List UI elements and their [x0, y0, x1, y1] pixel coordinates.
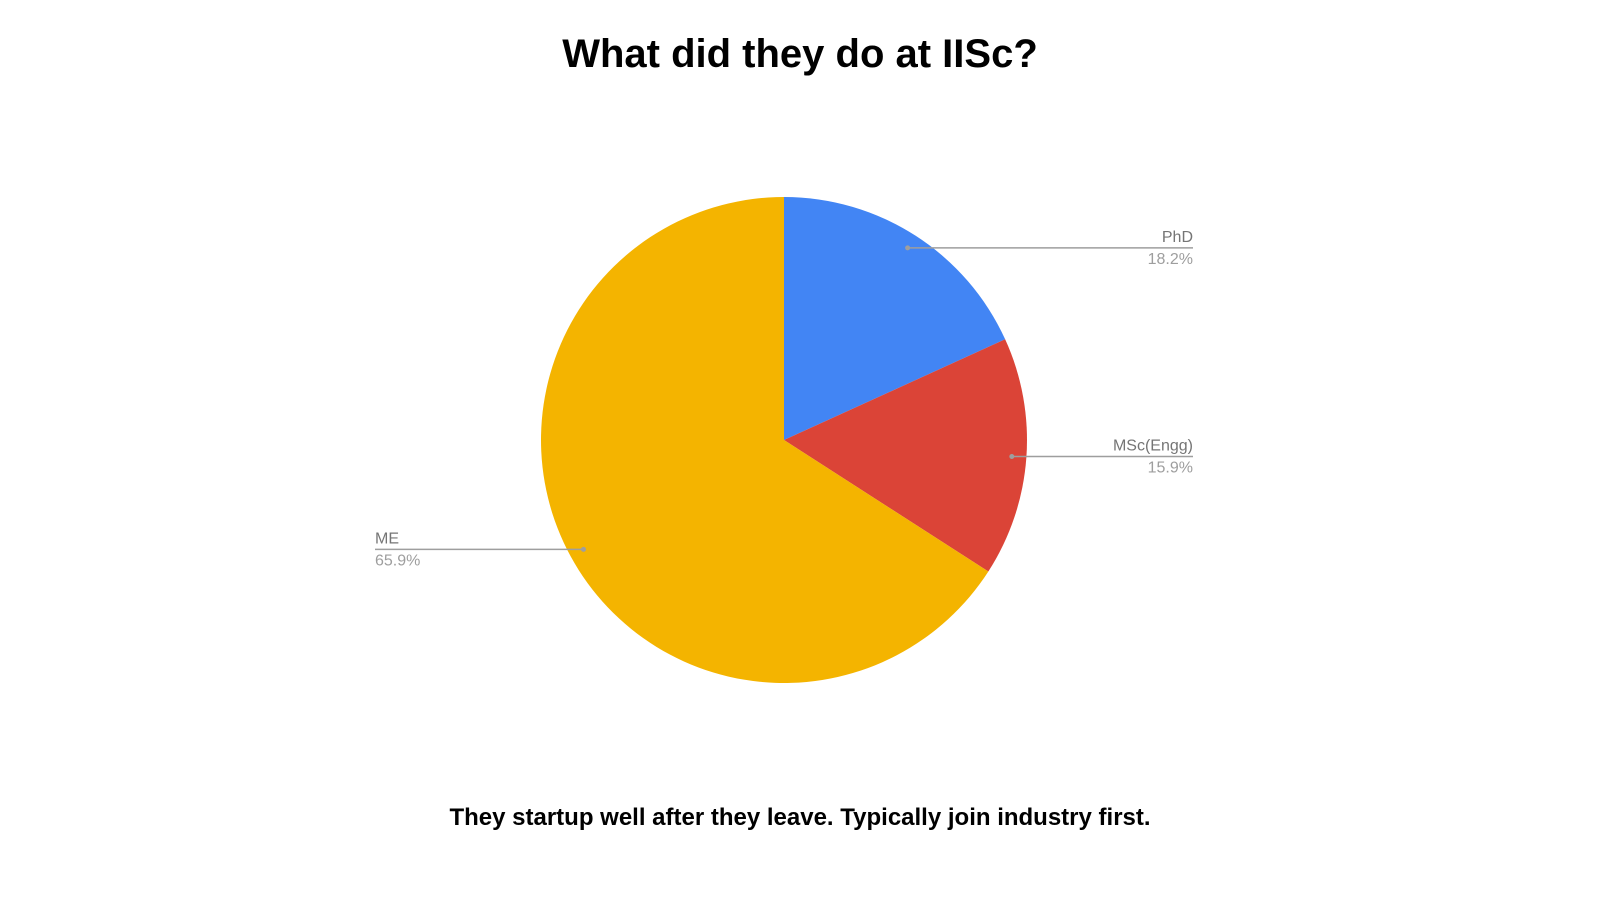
slice-value-me: 65.9%: [375, 552, 420, 569]
slice-label-msc-engg-: MSc(Engg): [1113, 437, 1193, 454]
slice-label-me: ME: [375, 530, 399, 547]
pie-slice-msc-engg-: [784, 339, 1027, 572]
pie-slice-me: [541, 196, 989, 683]
slice-label-phd: PhD: [1162, 229, 1193, 246]
leader-dot-phd: [905, 245, 911, 251]
slice-value-phd: 18.2%: [1148, 251, 1193, 268]
chart-title: What did they do at IISc?: [562, 32, 1038, 76]
leader-dot-msc-engg-: [1009, 453, 1015, 459]
slice-value-msc-engg-: 15.9%: [1148, 459, 1193, 476]
chart-caption: They startup well after they leave. Typi…: [449, 804, 1151, 831]
pie-slice-phd: [784, 197, 1006, 440]
leader-dot-me: [580, 546, 586, 552]
